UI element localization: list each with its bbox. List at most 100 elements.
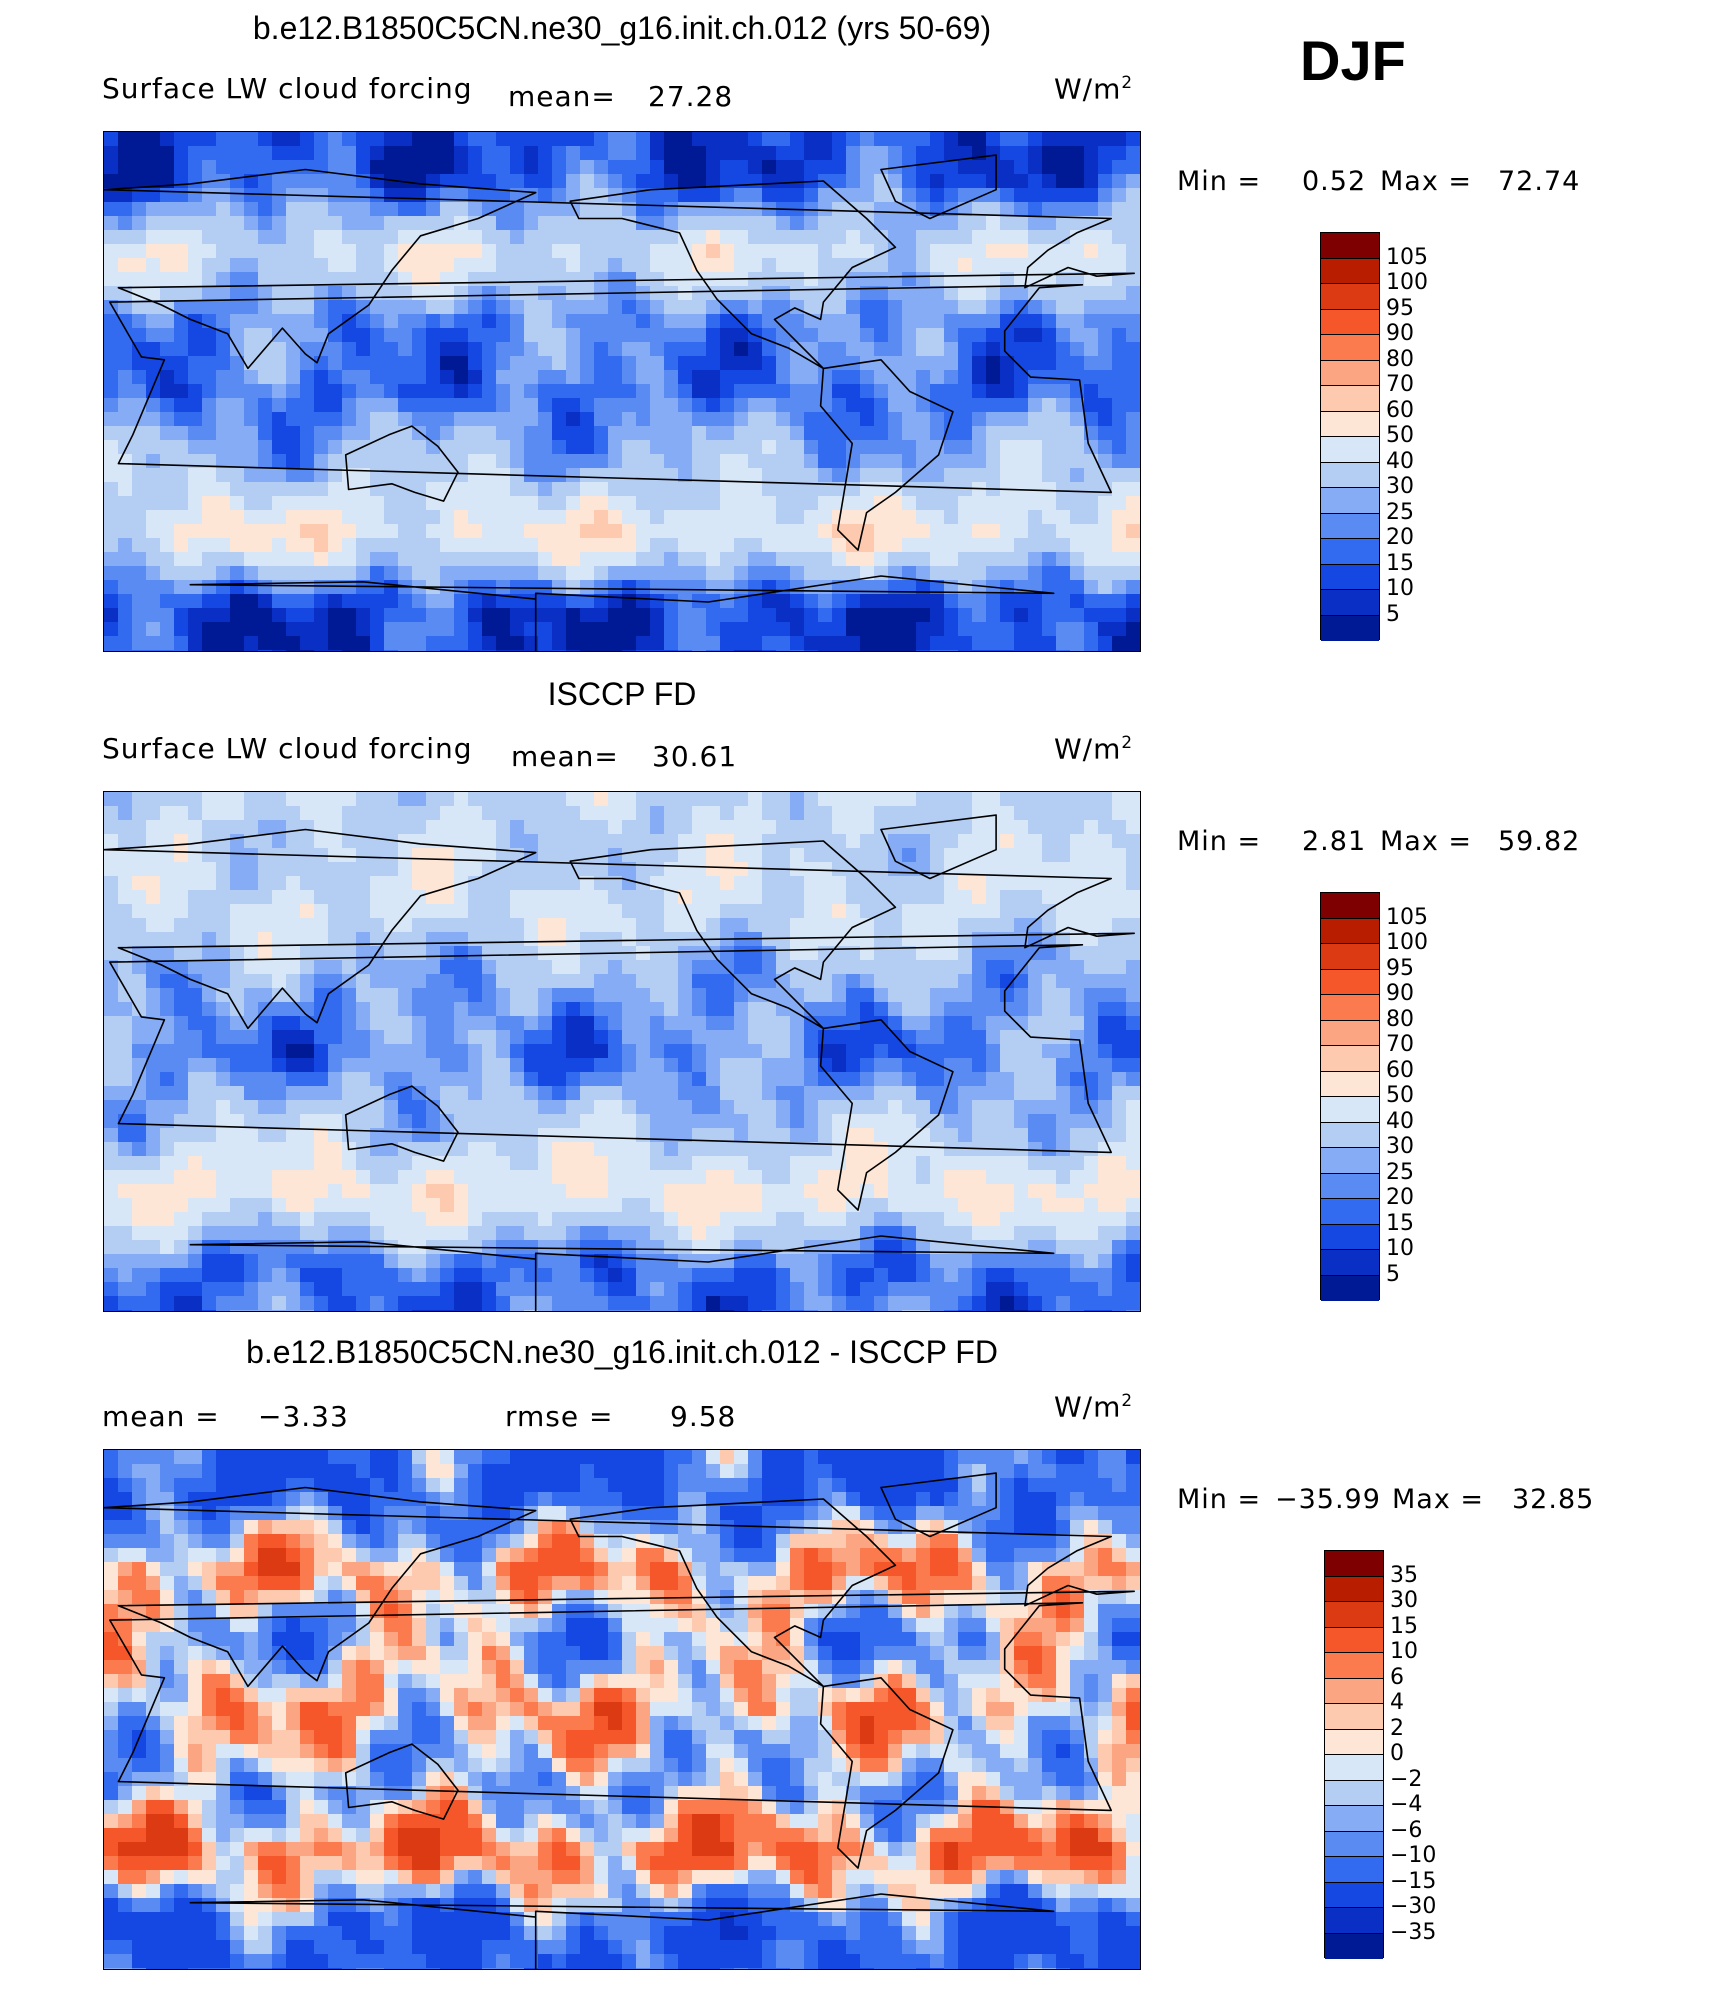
map-cell	[1014, 216, 1029, 231]
map-cell	[104, 890, 119, 905]
map-cell	[664, 862, 679, 877]
map-cell	[286, 1016, 301, 1031]
map-cell	[846, 510, 861, 525]
map-cell	[300, 566, 315, 581]
map-cell	[818, 792, 833, 807]
map-cell	[230, 440, 245, 455]
map-cell	[846, 974, 861, 989]
map-cell	[734, 216, 749, 231]
map-cell	[286, 650, 301, 651]
map-cell	[104, 524, 119, 539]
map-cell	[104, 1100, 119, 1115]
map-cell	[300, 314, 315, 329]
map-cell	[370, 524, 385, 539]
map-cell	[230, 454, 245, 469]
map-cell	[1014, 1170, 1029, 1185]
map-cell	[972, 244, 987, 259]
map-cell	[356, 468, 371, 483]
map-cell	[622, 1086, 637, 1101]
map-cell	[412, 496, 427, 511]
map-cell	[426, 566, 441, 581]
map-cell	[622, 370, 637, 385]
map-cell	[496, 848, 511, 863]
map-cell	[202, 146, 217, 161]
map-cell	[1126, 862, 1140, 877]
map-cell	[426, 468, 441, 483]
map-cell	[720, 468, 735, 483]
map-cell	[538, 1030, 553, 1045]
map-cell	[986, 1016, 1001, 1031]
map-cell	[1112, 202, 1127, 217]
map-cell	[930, 552, 945, 567]
map-cell	[818, 848, 833, 863]
map-cell	[356, 1142, 371, 1157]
map-cell	[202, 594, 217, 609]
panel2-map-svg	[104, 792, 1140, 1311]
map-cell	[244, 904, 259, 919]
map-cell	[678, 132, 693, 147]
map-cell	[188, 834, 203, 849]
map-cell	[1000, 132, 1015, 147]
map-cell	[1014, 1002, 1029, 1017]
map-cell	[1014, 862, 1029, 877]
map-cell	[356, 454, 371, 469]
map-cell	[1014, 244, 1029, 259]
map-cell	[790, 622, 805, 637]
map-cell	[440, 160, 455, 175]
map-cell	[902, 1086, 917, 1101]
map-cell	[496, 834, 511, 849]
map-cell	[426, 988, 441, 1003]
map-cell	[860, 960, 875, 975]
map-cell	[202, 580, 217, 595]
map-cell	[776, 876, 791, 891]
map-cell	[272, 1030, 287, 1045]
map-cell	[706, 904, 721, 919]
map-cell	[146, 244, 161, 259]
map-cell	[734, 300, 749, 315]
map-cell	[468, 426, 483, 441]
map-cell	[664, 370, 679, 385]
map-cell	[300, 1016, 315, 1031]
map-cell	[986, 1072, 1001, 1087]
map-cell	[832, 636, 847, 651]
map-cell	[720, 496, 735, 511]
map-cell	[650, 650, 665, 651]
map-cell	[748, 1086, 763, 1101]
map-cell	[1126, 890, 1140, 905]
map-cell	[440, 608, 455, 623]
map-cell	[790, 384, 805, 399]
map-cell	[720, 384, 735, 399]
map-cell	[972, 1156, 987, 1171]
map-cell	[272, 932, 287, 947]
map-cell	[580, 510, 595, 525]
map-cell	[104, 580, 119, 595]
map-cell	[1000, 1002, 1015, 1017]
map-cell	[132, 552, 147, 567]
map-cell	[160, 552, 175, 567]
map-cell	[454, 342, 469, 357]
map-cell	[524, 342, 539, 357]
map-cell	[1056, 300, 1071, 315]
map-cell	[888, 1184, 903, 1199]
map-cell	[692, 454, 707, 469]
map-cell	[1112, 328, 1127, 343]
map-cell	[440, 820, 455, 835]
map-cell	[1070, 244, 1085, 259]
map-cell	[328, 1016, 343, 1031]
map-cell	[468, 328, 483, 343]
map-cell	[328, 160, 343, 175]
map-cell	[664, 1170, 679, 1185]
map-cell	[258, 132, 273, 147]
map-cell	[706, 314, 721, 329]
map-cell	[650, 146, 665, 161]
map-cell	[496, 1072, 511, 1087]
map-cell	[734, 384, 749, 399]
map-cell	[188, 946, 203, 961]
map-cell	[692, 370, 707, 385]
map-cell	[930, 496, 945, 511]
map-cell	[888, 230, 903, 245]
map-cell	[930, 314, 945, 329]
map-cell	[972, 160, 987, 175]
map-cell	[608, 328, 623, 343]
map-cell	[566, 1072, 581, 1087]
